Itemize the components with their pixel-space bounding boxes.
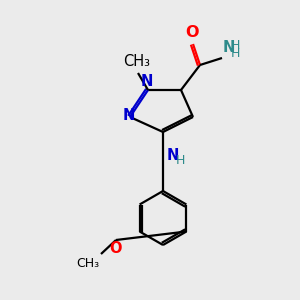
Text: CH₃: CH₃	[76, 257, 99, 270]
Text: CH₃: CH₃	[124, 54, 151, 69]
Text: N: N	[223, 40, 236, 55]
Text: N: N	[123, 109, 135, 124]
Text: O: O	[185, 25, 199, 40]
Text: H: H	[176, 154, 185, 167]
Text: N: N	[141, 74, 153, 89]
Text: O: O	[109, 241, 121, 256]
Text: H: H	[231, 39, 240, 52]
Text: H: H	[231, 47, 240, 60]
Text: N: N	[167, 148, 179, 164]
